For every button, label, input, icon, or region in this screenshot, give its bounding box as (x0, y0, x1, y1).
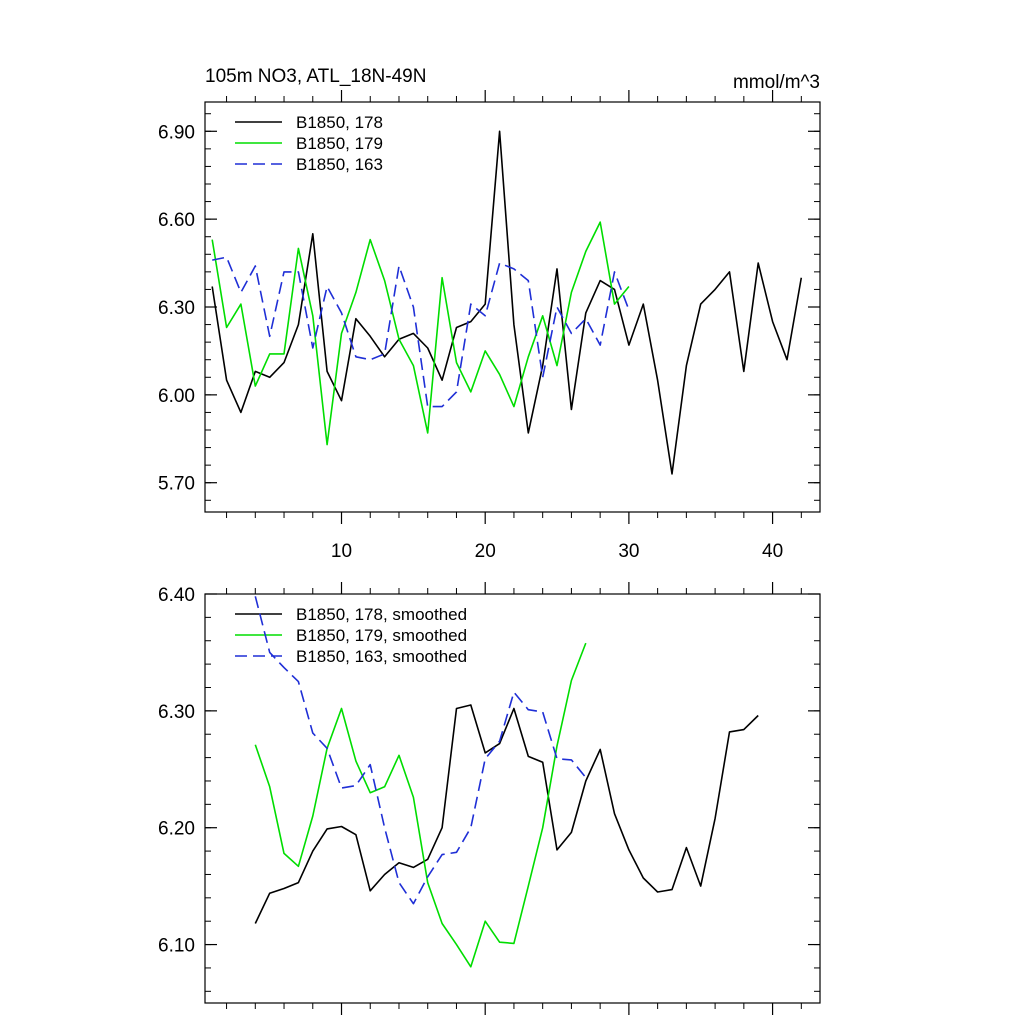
chart-1-ytick-label: 6.60 (158, 210, 195, 231)
chart-2-series-3-line (254, 596, 587, 905)
chart-2-ytick-label: 6.30 (158, 702, 195, 723)
chart-2-legend-label: B1850, 179, smoothed (296, 626, 467, 645)
chart-1-xtick-label: 20 (475, 541, 496, 562)
chart-2-legend-label: B1850, 163, smoothed (296, 647, 467, 666)
chart-1-legend-label: B1850, 163 (296, 155, 383, 174)
chart-2-ytick-label: 6.20 (158, 819, 195, 840)
chart-2-series-1-line (254, 704, 759, 924)
chart-1-legend-label: B1850, 179 (296, 134, 383, 153)
chart-2-legend-label: B1850, 178, smoothed (296, 605, 467, 624)
chart-2-ytick-label: 6.40 (158, 585, 195, 606)
chart-1-xtick-label: 30 (618, 541, 639, 562)
chart-1-xtick-label: 40 (762, 541, 783, 562)
chart-1-series-3-line (212, 256, 630, 408)
chart-1-series-2-line (211, 221, 630, 446)
chart-1-ytick-label: 6.90 (158, 122, 195, 143)
chart-1-xtick-label: 10 (331, 541, 352, 562)
chart-1-series-1-line (211, 130, 803, 475)
chart-2-ytick-label: 6.10 (158, 936, 195, 957)
chart-1-ytick-label: 6.00 (158, 386, 195, 407)
chart-1-units: mmol/m^3 (733, 72, 820, 93)
chart-2-frame (204, 593, 821, 1004)
chart-1-title: 105m NO3, ATL_18N-49N (205, 66, 426, 87)
chart-1-ytick-label: 6.30 (158, 298, 195, 319)
chart-2-series-2-line (254, 642, 587, 968)
chart-1-ytick-label: 5.70 (158, 474, 195, 495)
chart-1-legend-label: B1850, 178 (296, 113, 383, 132)
